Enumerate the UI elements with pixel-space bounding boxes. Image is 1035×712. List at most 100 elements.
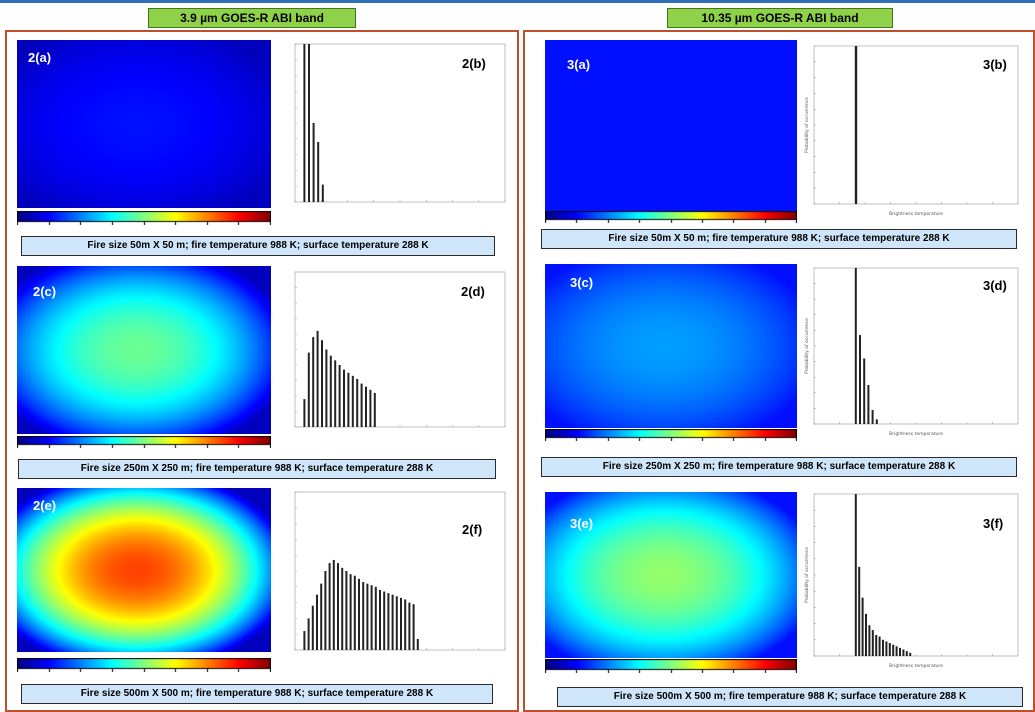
caption-3a: Fire size 50m X 50 m; fire temperature 9… (541, 229, 1017, 249)
heatmap-2c (17, 266, 271, 434)
figure-label-2e: 2(e) (33, 498, 57, 513)
band-title-3-9: 3.9 µm GOES-R ABI band (148, 8, 356, 28)
colorbar-3e (545, 659, 797, 673)
hist-bar (383, 591, 386, 650)
hist-bar (312, 123, 315, 202)
hist-bar (358, 578, 360, 650)
hist-xlabel: Brightness temperature (889, 431, 943, 437)
hist-bar (865, 613, 867, 656)
hist-bar (356, 378, 359, 427)
hist-bar (325, 349, 328, 427)
hist-bar (347, 372, 350, 427)
hist-bar (362, 582, 365, 650)
hist-bar (391, 594, 394, 650)
caption-2a: Fire size 50m X 50 m; fire temperature 9… (21, 236, 495, 256)
hist-bar (349, 574, 352, 650)
hist-bar (379, 589, 381, 650)
hist-bar (374, 586, 377, 650)
heatmap-2e (17, 488, 271, 652)
hist-bar (871, 630, 874, 656)
hist-bar (334, 360, 337, 427)
hist-bar (867, 385, 870, 424)
hist-bar (360, 383, 363, 427)
hist-bar (892, 644, 895, 656)
hist-bar (312, 337, 315, 427)
hist-bar (412, 604, 415, 650)
caption-3e: Fire size 500m X 500 m; fire temperature… (557, 687, 1023, 707)
heatmap-2a (17, 40, 271, 208)
hist-bar (863, 358, 866, 424)
figure-label-3a: 3(a) (567, 57, 591, 72)
hist-bar (317, 141, 320, 202)
figure-label-2f: 2(f) (462, 522, 483, 537)
band-panel-3-9 (5, 30, 519, 712)
hist-bar (345, 571, 348, 650)
hist-bar (854, 268, 857, 424)
figure-label-2b: 2(b) (462, 56, 486, 71)
hist-ylabel: Probability of occurrence (804, 318, 810, 374)
top-accent-line (0, 0, 1035, 3)
hist-bar (882, 639, 884, 656)
hist-bar (878, 636, 881, 656)
caption-3c: Fire size 250m X 250 m; fire temperature… (541, 457, 1017, 477)
hist-bar (337, 563, 339, 650)
hist-xlabel: Brightness temperature (889, 211, 943, 217)
hist-bar (370, 585, 373, 650)
hist-bar (321, 340, 323, 427)
histogram-3d: Brightness temperature Probability of occ… (802, 262, 1024, 438)
figure-label-2c: 2(c) (33, 284, 57, 299)
figure-label-2d: 2(d) (461, 284, 485, 299)
hist-bar (888, 643, 891, 656)
figure-label-3f: 3(f) (983, 516, 1004, 531)
hist-bar (343, 369, 345, 427)
hist-bar (373, 392, 376, 427)
hist-bar (395, 596, 398, 650)
histogram-3b: Brightness temperature Probability of occ… (802, 40, 1024, 218)
hist-bar (308, 44, 310, 202)
colorbar-2c (17, 436, 271, 448)
hist-bar (875, 634, 878, 656)
hist-bar (366, 583, 369, 650)
hist-bar (351, 375, 354, 427)
colorbar-2a (17, 211, 271, 225)
heatmap-3c (545, 264, 797, 428)
hist-bar (307, 352, 310, 427)
histogram-2d (283, 266, 513, 441)
hist-bar (895, 646, 898, 656)
histogram-2f (283, 486, 513, 664)
hist-xlabel: Brightness temperature (889, 663, 943, 669)
hist-bar (416, 638, 419, 650)
hist-bar (338, 365, 341, 427)
hist-bar (332, 559, 335, 650)
hist-bar (861, 597, 864, 656)
hist-bar (328, 563, 331, 650)
hist-ylabel: Probability of occurrence (804, 547, 810, 603)
hist-bar (303, 631, 306, 650)
hist-bar (307, 618, 310, 650)
colorbar-2e (17, 658, 271, 672)
hist-bar (885, 641, 888, 656)
colorbar-3c (545, 429, 797, 441)
hist-bar (854, 494, 857, 656)
histogram-3f: Brightness temperature Probability of occ… (802, 488, 1024, 670)
figure-label-3d: 3(d) (983, 278, 1007, 293)
hist-bar (303, 44, 306, 202)
hist-bar (408, 602, 411, 650)
hist-bar (365, 386, 367, 427)
hist-bar (875, 419, 878, 424)
hist-bar (320, 583, 323, 650)
hist-bar (311, 605, 314, 650)
figure-label-2a: 2(a) (28, 50, 52, 65)
hist-bar (404, 599, 407, 650)
hist-bar (871, 409, 874, 424)
hist-bar (369, 389, 372, 427)
band-panel-10-35 (523, 30, 1035, 712)
heatmap-3e (545, 492, 797, 658)
hist-bar (341, 567, 344, 650)
hist-ylabel: Probability of occurrence (804, 97, 810, 153)
hist-bar (868, 625, 871, 656)
hist-bar (387, 593, 390, 650)
hist-bar (909, 652, 912, 656)
hist-bar (329, 355, 332, 427)
figure-label-3c: 3(c) (570, 275, 594, 290)
